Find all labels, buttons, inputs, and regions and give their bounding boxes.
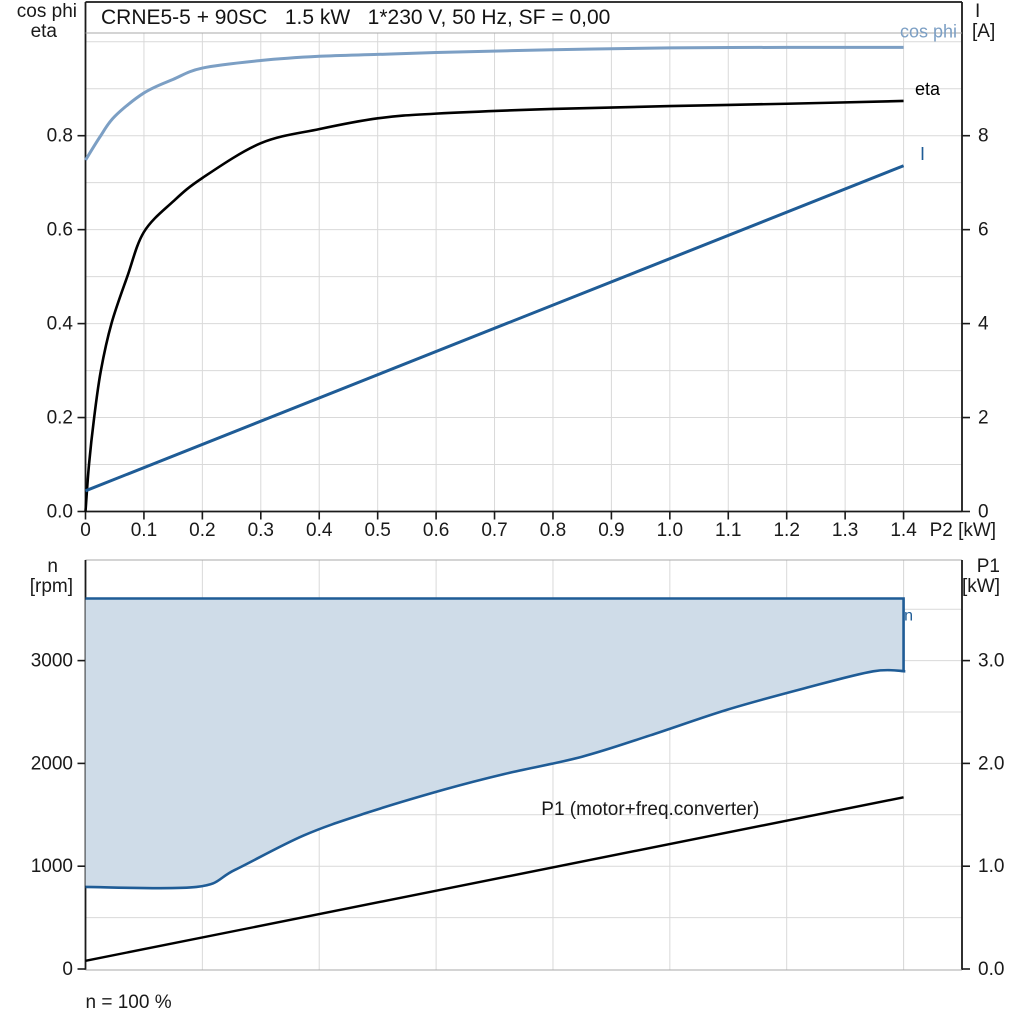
svg-text:CRNE5-5 + 90SC 1.5 kW 1*23: CRNE5-5 + 90SC 1.5 kW 1*230 V, 50 Hz, SF…: [101, 6, 610, 29]
svg-text:cos phi: cos phi: [900, 22, 957, 42]
svg-text:1.0: 1.0: [657, 520, 683, 541]
svg-text:I: I: [920, 144, 925, 164]
svg-text:P1: P1: [977, 556, 1000, 577]
svg-text:[A]: [A]: [972, 21, 995, 42]
svg-text:0: 0: [978, 502, 989, 523]
svg-text:0.4: 0.4: [306, 520, 333, 541]
svg-text:0: 0: [80, 520, 91, 541]
svg-text:0.1: 0.1: [131, 520, 157, 541]
svg-text:n: n: [904, 608, 913, 625]
svg-text:0.8: 0.8: [47, 126, 73, 147]
svg-text:cos phi: cos phi: [17, 1, 77, 22]
svg-text:0.6: 0.6: [47, 220, 73, 241]
svg-text:4: 4: [978, 314, 989, 335]
svg-text:6: 6: [978, 220, 989, 241]
svg-text:1.1: 1.1: [715, 520, 741, 541]
svg-text:0.0: 0.0: [47, 502, 73, 523]
svg-text:P2 [kW]: P2 [kW]: [930, 520, 997, 541]
svg-text:1.4: 1.4: [890, 520, 917, 541]
svg-text:3000: 3000: [31, 651, 73, 672]
svg-text:0.3: 0.3: [248, 520, 274, 541]
svg-text:0.7: 0.7: [481, 520, 507, 541]
svg-text:eta: eta: [915, 79, 941, 99]
svg-text:1.3: 1.3: [832, 520, 858, 541]
svg-text:n: n: [47, 556, 58, 577]
svg-text:[rpm]: [rpm]: [30, 576, 73, 597]
svg-text:0.8: 0.8: [540, 520, 566, 541]
svg-text:0: 0: [62, 959, 73, 980]
svg-text:2.0: 2.0: [978, 753, 1004, 774]
svg-text:8: 8: [978, 126, 989, 147]
svg-text:P1 (motor+freq.converter): P1 (motor+freq.converter): [541, 799, 759, 820]
svg-text:1.0: 1.0: [978, 856, 1004, 877]
svg-text:0.0: 0.0: [978, 959, 1004, 980]
svg-text:1.2: 1.2: [773, 520, 799, 541]
svg-text:0.5: 0.5: [364, 520, 390, 541]
svg-text:3.0: 3.0: [978, 651, 1004, 672]
svg-text:1000: 1000: [31, 856, 73, 877]
svg-text:0.2: 0.2: [47, 408, 73, 429]
svg-text:I: I: [975, 1, 980, 22]
svg-text:[kW]: [kW]: [962, 576, 1000, 597]
svg-text:eta: eta: [31, 21, 58, 42]
svg-text:0.9: 0.9: [598, 520, 624, 541]
svg-text:0.4: 0.4: [47, 314, 74, 335]
svg-text:0.2: 0.2: [189, 520, 215, 541]
svg-text:2000: 2000: [31, 753, 73, 774]
svg-text:n = 100 %: n = 100 %: [86, 992, 172, 1013]
svg-text:2: 2: [978, 408, 989, 429]
svg-text:0.6: 0.6: [423, 520, 449, 541]
